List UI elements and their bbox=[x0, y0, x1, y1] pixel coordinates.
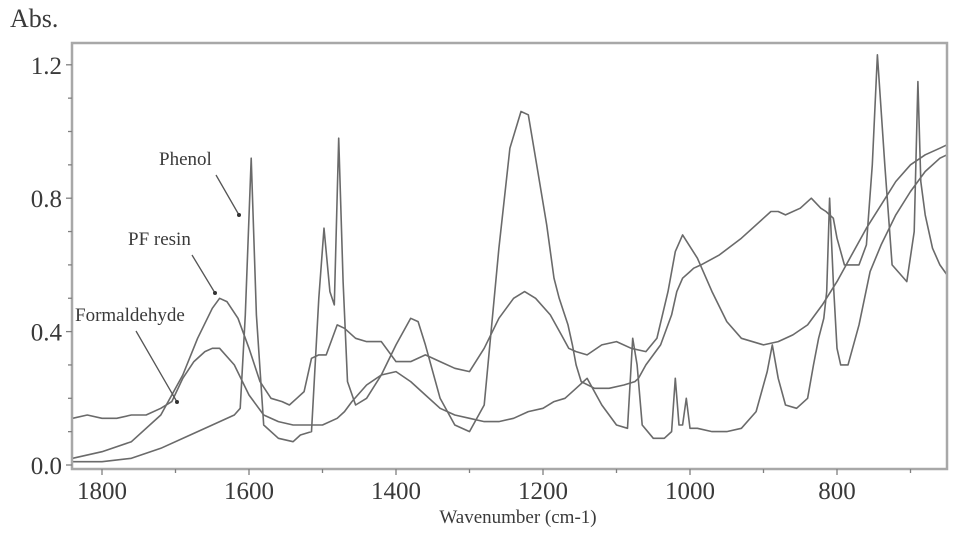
pf-resin-leader-line bbox=[191, 254, 216, 294]
y-tick-label: 0.4 bbox=[31, 320, 63, 347]
x-tick-label: 800 bbox=[818, 478, 856, 505]
y-tick-label: 0.0 bbox=[31, 453, 62, 480]
pf-resin-leader-dot bbox=[213, 291, 217, 295]
plot-area bbox=[66, 41, 949, 475]
phenol-curve bbox=[71, 54, 948, 463]
x-tick-label: 1600 bbox=[224, 478, 274, 505]
plot-frame bbox=[70, 41, 949, 471]
formaldehyde-label: Formaldehyde bbox=[75, 305, 185, 326]
x-tick-label: 1000 bbox=[665, 478, 715, 505]
x-axis-label: Wavenumber (cm-1) bbox=[439, 507, 596, 528]
phenol-leader-line bbox=[215, 174, 240, 216]
axis-ticks bbox=[66, 64, 912, 475]
x-tick-label: 1200 bbox=[518, 478, 568, 505]
phenol-annotation: Phenol bbox=[159, 149, 241, 217]
pf-resin-curve bbox=[71, 144, 948, 460]
phenol-label: Phenol bbox=[159, 149, 212, 170]
formaldehyde-leader-dot bbox=[175, 400, 179, 404]
formaldehyde-curve bbox=[71, 154, 948, 440]
x-tick-label: 1800 bbox=[77, 478, 127, 505]
curve-annotations: Phenol PF resin Formaldehyde bbox=[75, 149, 241, 404]
y-tick-label: 1.2 bbox=[31, 53, 62, 80]
y-tick-label: 0.8 bbox=[31, 186, 62, 213]
tick-labels: 1800 1600 1400 1200 1000 800 0.0 0.4 0.8 1.2 bbox=[31, 53, 856, 505]
formaldehyde-annotation: Formaldehyde bbox=[75, 305, 185, 404]
y-axis-label: Abs. bbox=[10, 4, 58, 33]
pf-resin-annotation: PF resin bbox=[128, 229, 217, 295]
spectrum-curves bbox=[71, 54, 948, 463]
formaldehyde-leader-line bbox=[135, 330, 178, 403]
pf-resin-label: PF resin bbox=[128, 229, 191, 250]
phenol-leader-dot bbox=[237, 213, 241, 217]
x-tick-label: 1400 bbox=[371, 478, 421, 505]
